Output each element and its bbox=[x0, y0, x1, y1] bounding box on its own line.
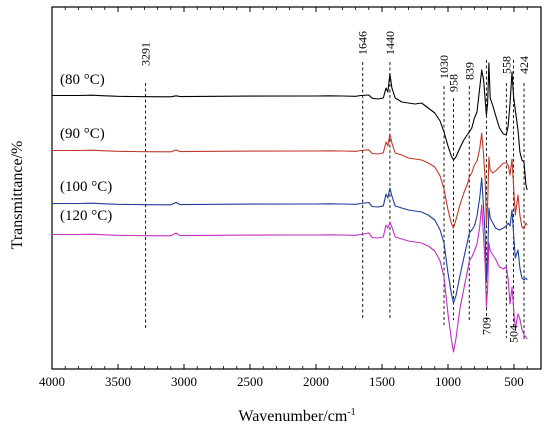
x-axis-title-text: Wavenumber/cm bbox=[238, 408, 347, 425]
peak-label: 504 bbox=[506, 325, 520, 343]
series-line bbox=[52, 204, 528, 353]
peak-label: 839 bbox=[462, 62, 476, 80]
series-line bbox=[52, 177, 528, 304]
x-axis-title: Wavenumber/cm-1 bbox=[238, 407, 355, 425]
series-line bbox=[52, 132, 528, 230]
series-label: (100 °C) bbox=[60, 179, 112, 195]
series-label: (80 °C) bbox=[60, 72, 105, 88]
x-tick-label: 2500 bbox=[237, 374, 263, 389]
peak-label: 424 bbox=[517, 56, 531, 74]
peak-label: 958 bbox=[447, 74, 461, 92]
series-line bbox=[52, 62, 528, 191]
x-tick-label: 1000 bbox=[435, 374, 461, 389]
x-tick-label: 3500 bbox=[105, 374, 131, 389]
peak-label: 709 bbox=[479, 317, 493, 335]
peak-label: 1646 bbox=[356, 31, 370, 55]
series-label: (90 °C) bbox=[60, 126, 105, 142]
peak-label: 1030 bbox=[437, 55, 451, 79]
x-tick-label: 1500 bbox=[369, 374, 395, 389]
x-tick-label: 2000 bbox=[303, 374, 329, 389]
y-axis-title: Transmittance/% bbox=[9, 141, 26, 250]
series-label: (120 °C) bbox=[60, 208, 112, 224]
peak-label: 558 bbox=[499, 56, 513, 74]
peak-label: 1440 bbox=[383, 31, 397, 55]
x-tick-label: 500 bbox=[504, 374, 524, 389]
plot-frame bbox=[51, 6, 542, 370]
x-tick-label: 3000 bbox=[171, 374, 197, 389]
x-tick-label: 4000 bbox=[39, 374, 65, 389]
x-axis-title-superscript: -1 bbox=[347, 407, 355, 418]
peak-label: 3291 bbox=[139, 42, 153, 66]
